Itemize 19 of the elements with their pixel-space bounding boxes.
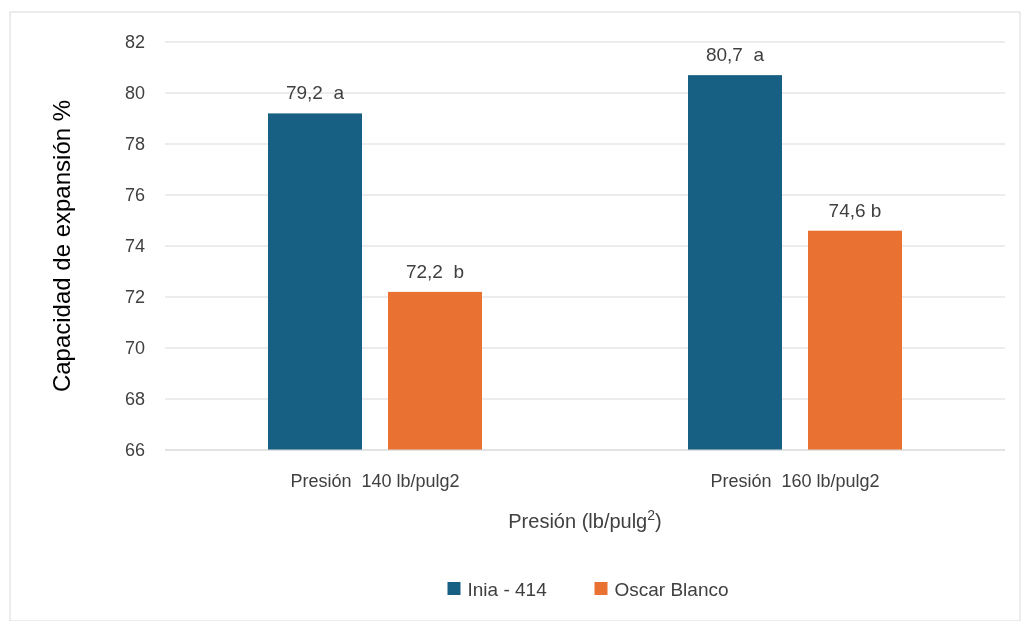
y-tick-label: 72 (124, 287, 145, 307)
y-tick-label: 66 (124, 440, 145, 460)
y-tick-label: 70 (124, 338, 145, 358)
y-tick-label: 76 (124, 185, 145, 205)
data-label: 74,6 b (828, 199, 882, 221)
data-label: 80,7 a (705, 44, 765, 66)
legend-label: Inia - 414 (467, 579, 548, 600)
x-axis-title: Presión (lb/pulg$^{2}$) (508, 507, 662, 532)
y-tick-label: 80 (124, 83, 145, 103)
data-label: 79,2 a (285, 82, 345, 104)
y-tick-label: 78 (124, 134, 145, 154)
y-tick-label: 68 (124, 389, 145, 409)
x-tick-label: Presión 140 lb/pulg2 (290, 471, 460, 491)
legend-label: Oscar Blanco (614, 579, 729, 600)
data-label: 72,2 b (405, 260, 465, 282)
y-axis-title: Capacidad de expansión % (48, 99, 75, 393)
y-tick-label: 82 (124, 32, 145, 52)
x-tick-label: Presión 160 lb/pulg2 (710, 471, 880, 491)
y-tick-label: 74 (124, 236, 145, 256)
